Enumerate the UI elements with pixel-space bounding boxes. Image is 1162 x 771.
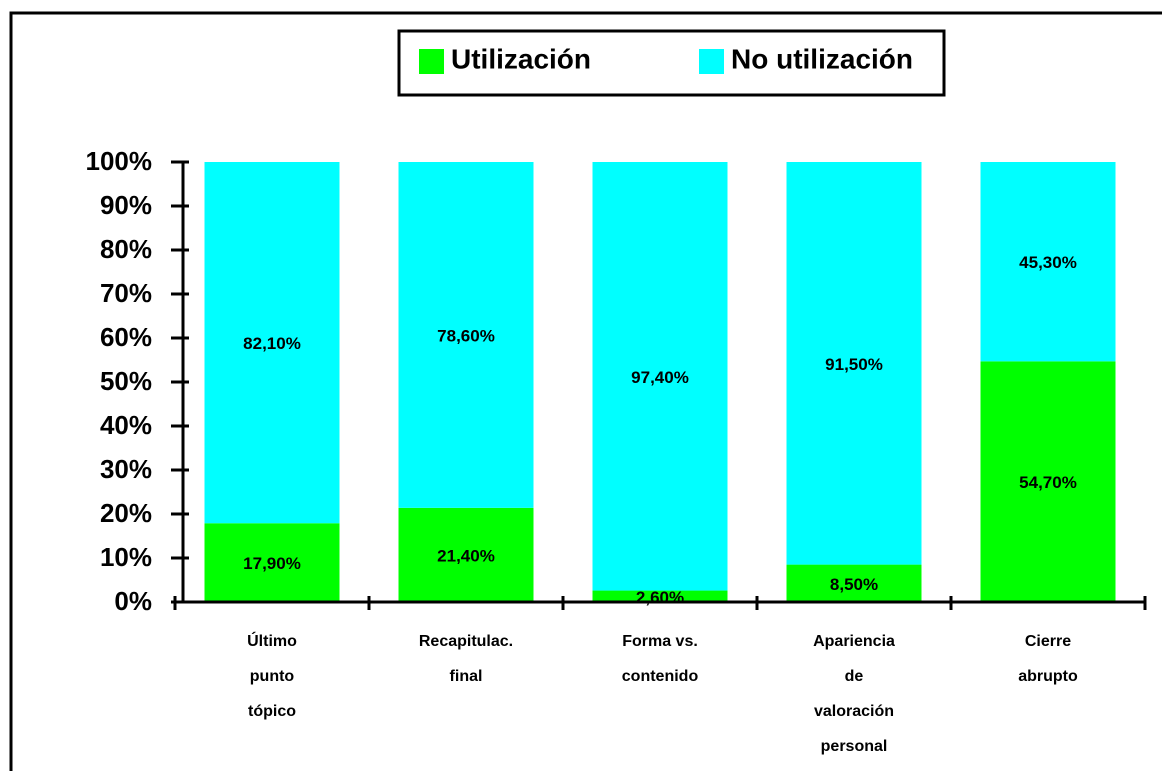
data-label: 2,60% (636, 588, 684, 607)
y-tick-label: 20% (100, 498, 152, 528)
y-tick-label: 0% (114, 586, 152, 616)
y-tick-label: 30% (100, 454, 152, 484)
x-tick-label: abrupto (1018, 668, 1078, 685)
y-tick-label: 40% (100, 410, 152, 440)
y-tick-label: 50% (100, 366, 152, 396)
x-tick-label: final (450, 668, 483, 685)
legend-label: Utilización (451, 43, 591, 74)
legend-swatch (699, 49, 724, 74)
data-label: 8,50% (830, 575, 878, 594)
x-tick-label: punto (250, 668, 295, 685)
y-tick-label: 90% (100, 190, 152, 220)
x-tick-label: Último (247, 631, 297, 650)
data-label: 91,50% (825, 355, 883, 374)
x-tick-label: personal (821, 738, 888, 755)
y-tick-label: 70% (100, 278, 152, 308)
y-tick-label: 10% (100, 542, 152, 572)
bar-segment (592, 162, 728, 591)
bar-segment (204, 162, 340, 524)
x-tick-label: Recapitulac. (419, 633, 513, 650)
data-label: 45,30% (1019, 253, 1077, 272)
legend-box (397, 29, 946, 97)
bar-segment (592, 590, 728, 602)
x-tick-label: Cierre (1025, 633, 1071, 650)
data-label: 97,40% (631, 368, 689, 387)
x-tick-label: Apariencia (813, 633, 895, 650)
data-label: 54,70% (1019, 473, 1077, 492)
legend-label: No utilización (731, 43, 913, 74)
bar-segment (398, 162, 534, 508)
x-tick-label: de (845, 668, 864, 685)
x-tick-label: Forma vs. (622, 633, 698, 650)
y-tick-label: 100% (86, 146, 153, 176)
chart-frame (9, 11, 1162, 771)
bar-segment (786, 564, 922, 602)
bar-segment (786, 162, 922, 565)
x-tick-label: valoración (814, 703, 894, 720)
bar-segment (204, 523, 340, 602)
data-label: 82,10% (243, 334, 301, 353)
x-tick-label: contenido (622, 668, 699, 685)
data-label: 17,90% (243, 554, 301, 573)
bar-segment (980, 361, 1116, 602)
data-label: 21,40% (437, 546, 495, 565)
legend-swatch (419, 49, 444, 74)
y-tick-label: 80% (100, 234, 152, 264)
bar-segment (980, 162, 1116, 362)
y-tick-label: 60% (100, 322, 152, 352)
bar-segment (398, 507, 534, 602)
x-tick-label: tópico (248, 703, 296, 720)
data-label: 78,60% (437, 326, 495, 345)
